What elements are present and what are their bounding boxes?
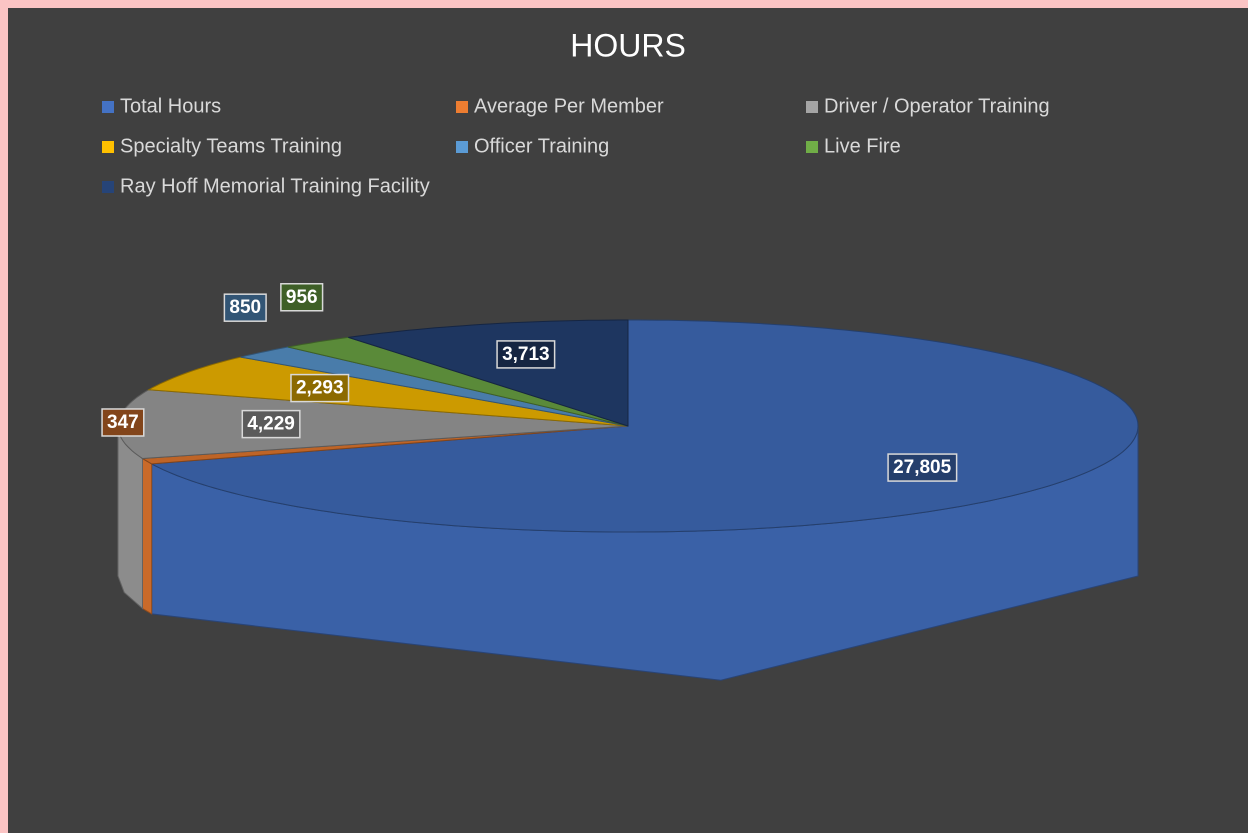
legend-swatch bbox=[806, 141, 818, 153]
legend-label: Average Per Member bbox=[474, 95, 664, 117]
data-label-text: 347 bbox=[107, 412, 139, 433]
data-label-box bbox=[223, 293, 267, 322]
legend-label: Live Fire bbox=[824, 135, 901, 157]
pie-slice bbox=[287, 336, 629, 427]
legend-label: Ray Hoff Memorial Training Facility bbox=[120, 175, 430, 197]
data-label-text: 956 bbox=[286, 287, 318, 308]
legend-label: Total Hours bbox=[120, 95, 221, 117]
legend-swatch bbox=[806, 101, 818, 113]
legend-swatch bbox=[456, 101, 468, 113]
pie-side bbox=[142, 457, 153, 615]
data-label-box bbox=[887, 453, 958, 482]
data-label-text: 850 bbox=[229, 297, 261, 318]
data-label-box bbox=[101, 408, 145, 437]
legend-swatch bbox=[102, 181, 114, 193]
data-label: 347 bbox=[101, 408, 145, 437]
pie-slice bbox=[147, 356, 629, 427]
data-label: 2,293 bbox=[290, 373, 350, 403]
data-label-box bbox=[496, 340, 556, 369]
data-label-text: 27,805 bbox=[893, 457, 952, 478]
legend-label: Specialty Teams Training bbox=[120, 135, 342, 157]
pie-slice bbox=[348, 319, 629, 427]
pie-slice bbox=[240, 346, 629, 427]
data-label: 4,229 bbox=[241, 409, 301, 439]
data-label: 850 bbox=[223, 293, 267, 322]
data-label-box bbox=[290, 373, 350, 403]
data-label: 3,713 bbox=[496, 340, 556, 369]
data-label: 27,805 bbox=[887, 453, 958, 482]
chart-title: HOURS bbox=[570, 27, 686, 63]
data-label-text: 2,293 bbox=[296, 378, 344, 399]
data-label-text: 3,713 bbox=[502, 344, 550, 365]
data-label-text: 4,229 bbox=[247, 414, 295, 435]
data-label: 956 bbox=[280, 283, 324, 312]
legend-swatch bbox=[456, 141, 468, 153]
legend-label: Officer Training bbox=[474, 135, 609, 157]
legend-label: Driver / Operator Training bbox=[824, 95, 1050, 117]
data-label-box bbox=[241, 409, 301, 439]
data-label-box bbox=[280, 283, 324, 312]
legend-swatch bbox=[102, 141, 114, 153]
legend-swatch bbox=[102, 101, 114, 113]
